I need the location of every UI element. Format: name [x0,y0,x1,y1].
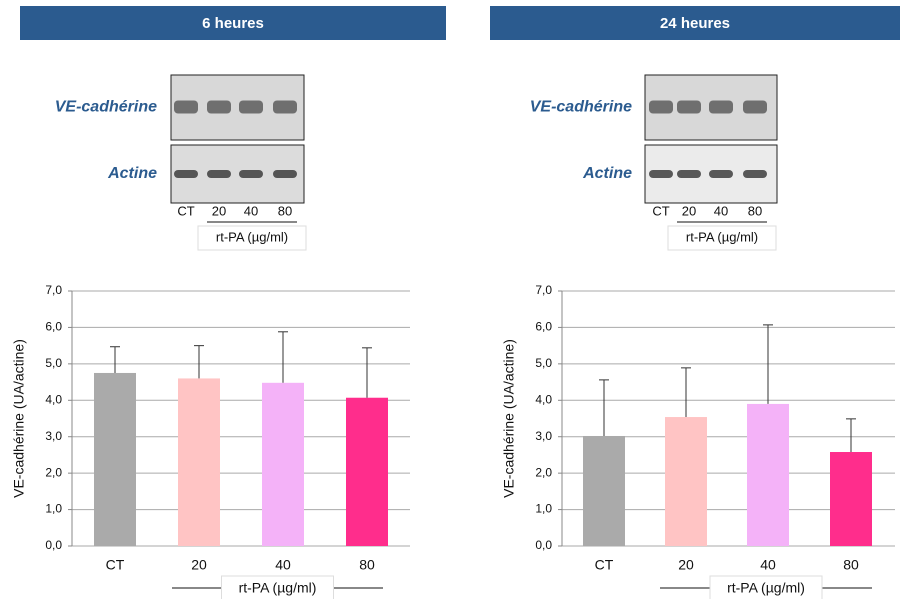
blot-band [239,100,263,114]
x-tick-label: 80 [843,557,859,573]
y-axis-label: VE-cadhérine (UA/actine) [501,339,517,498]
x-tick-label: 40 [275,557,291,573]
blot-lane-label: 20 [682,203,696,218]
blot-row-label: Actine [582,165,632,182]
panel-title: 6 heures [202,15,264,32]
y-tick-label: 2,0 [535,465,552,479]
y-tick-label: 3,0 [535,429,552,443]
blot-band [174,100,198,114]
bar [346,397,388,546]
blot-lane-label: 40 [244,203,258,218]
x-tick-label: 80 [359,557,375,573]
blot-band [273,170,297,178]
treatment-box [667,225,777,251]
treatment-label: rt-PA (µg/ml) [216,229,288,244]
panel-header [490,6,900,40]
bar [94,372,136,546]
y-tick-label: 7,0 [45,283,62,297]
x-label-box [709,575,823,599]
x-tick-label: 40 [760,557,776,573]
y-tick-label: 1,0 [535,502,552,516]
bar [583,435,625,546]
x-label-box [221,575,334,599]
bar [830,452,872,546]
y-tick-label: 0,0 [45,538,62,552]
blot-band [743,100,767,114]
x-tick-label: CT [595,557,614,573]
blot-lane-label: 20 [212,203,226,218]
blot-row-label: Actine [107,165,157,182]
x-tick-label: 20 [191,557,207,573]
blot-band [709,100,733,114]
blot-lane-label: 80 [748,203,762,218]
y-tick-label: 4,0 [45,392,62,406]
y-tick-label: 3,0 [45,429,62,443]
blot-band [207,100,231,114]
blot-lane-label: CT [652,203,669,218]
bar [665,417,707,546]
bar [747,403,789,546]
blot-band [649,100,673,114]
bar [178,378,220,546]
x-tick-label: CT [106,557,125,573]
y-tick-label: 6,0 [45,320,62,334]
blot-lane-label: 80 [278,203,292,218]
treatment-label: rt-PA (µg/ml) [686,229,758,244]
panel-header [20,6,446,40]
blot-band [649,170,673,178]
y-tick-label: 5,0 [45,356,62,370]
blot-band [174,170,198,178]
blot-band [677,170,701,178]
blot-lane-label: 40 [714,203,728,218]
blot-band [743,170,767,178]
y-tick-label: 0,0 [535,538,552,552]
y-tick-label: 2,0 [45,465,62,479]
blot-band [709,170,733,178]
y-tick-label: 4,0 [535,392,552,406]
blot-band [677,100,701,114]
panel-title: 24 heures [660,15,730,32]
y-tick-label: 7,0 [535,283,552,297]
y-tick-label: 5,0 [535,356,552,370]
blot-lane-label: CT [177,203,194,218]
y-tick-label: 6,0 [535,320,552,334]
blot-band [273,100,297,114]
x-tick-label: 20 [678,557,694,573]
x-axis-label: rt-PA (µg/ml) [727,580,805,596]
blot-band [239,170,263,178]
y-tick-label: 1,0 [45,502,62,516]
bar [262,382,304,546]
x-axis-label: rt-PA (µg/ml) [239,580,317,596]
y-axis-label: VE-cadhérine (UA/actine) [11,339,27,498]
blot-band [207,170,231,178]
blot-row-label: VE-cadhérine [530,99,632,116]
treatment-box [197,225,307,251]
blot-row-label: VE-cadhérine [55,99,157,116]
